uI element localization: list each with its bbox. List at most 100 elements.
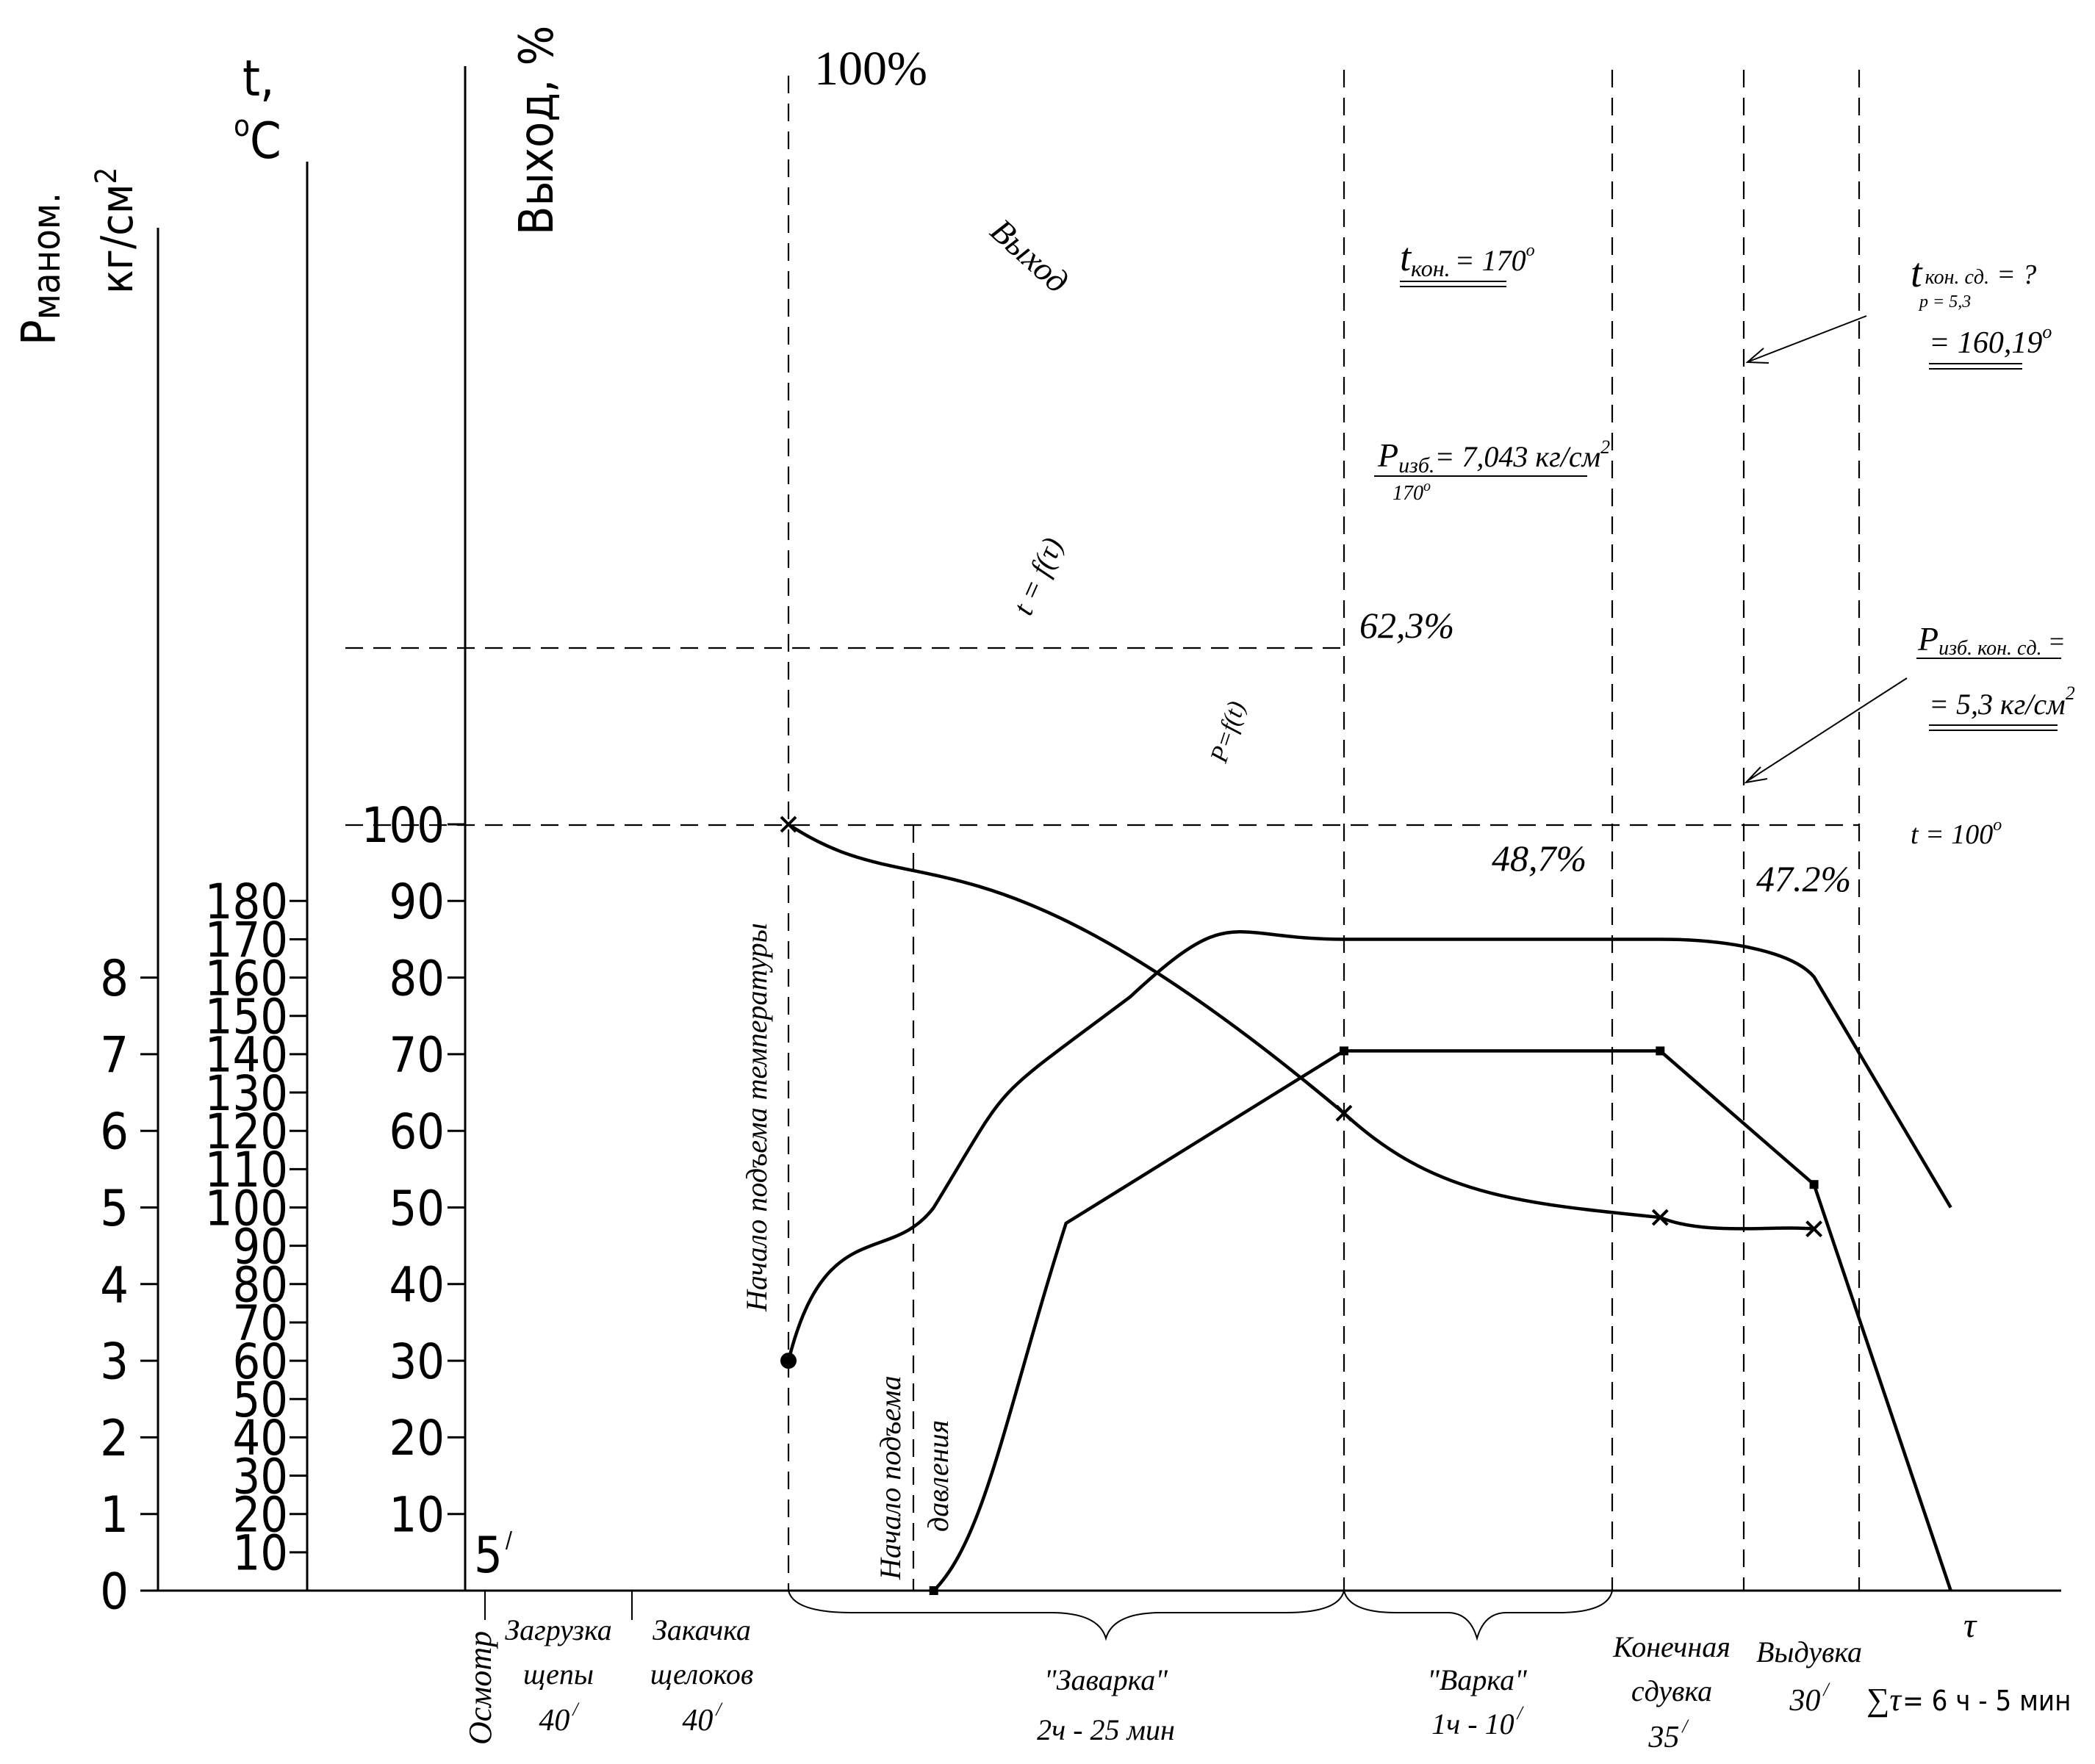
- t-100-sup: о: [1993, 816, 2002, 835]
- stage-blow-line1: Выдувка: [1756, 1635, 1862, 1668]
- pressure-point-3: [1809, 1180, 1819, 1189]
- p-cook-temp-sup: о: [1423, 478, 1431, 494]
- yield-markers: [780, 816, 1823, 1238]
- label-t-final: tкон. = 170о: [1400, 235, 1535, 281]
- label-t-end-blow-val: = 160,19о: [1929, 321, 2052, 360]
- label-yield-curve: Выход: [983, 212, 1076, 300]
- pressure-title-main: Р: [12, 320, 67, 345]
- stage-pump-time-mark: /: [714, 1699, 723, 1720]
- stage-load-time-val: 40: [539, 1704, 569, 1738]
- p-end-blow-p: P: [1917, 620, 1938, 658]
- p-cook-sup: 2: [1600, 436, 1610, 458]
- temperature-tick-label-40: 40: [232, 1410, 288, 1466]
- brace-cook: [1343, 1590, 1613, 1641]
- temperature-tick-label-130: 130: [205, 1065, 288, 1122]
- arrow-t-end-blow-head: [1745, 348, 1769, 364]
- pressure-unit-text: кг/см: [92, 184, 143, 294]
- t-end-blow-sub: кон. сд.: [1925, 266, 1990, 289]
- label-t-end-blow: t кон. сд. = ?: [1911, 251, 2036, 296]
- stage-blow-time-mark: /: [1822, 1679, 1830, 1700]
- yield-point-2: [1651, 1209, 1669, 1226]
- label-pressure-start-1: Начало подъема: [874, 1375, 907, 1580]
- stage-brew-line2: 2ч - 25 мин: [1037, 1713, 1175, 1746]
- stage-dividers: [484, 1591, 633, 1620]
- t-end-blow-val-sup: о: [2042, 321, 2052, 342]
- temperature-point-start: [780, 1353, 797, 1369]
- label-five-min: 5/: [474, 1527, 513, 1585]
- pressure-tick-label-7: 7: [100, 1026, 129, 1084]
- temperature-markers: [780, 1353, 797, 1369]
- temperature-tick-label-120: 120: [205, 1104, 288, 1160]
- label-p-end-blow: Pизб. кон. сд. =: [1917, 620, 2066, 660]
- stage-cook-time-mark: /: [1516, 1702, 1525, 1724]
- p-cook-sub: изб.: [1398, 453, 1434, 478]
- temperature-tick-label-110: 110: [205, 1142, 288, 1198]
- pressure-axis-unit: кг/см2: [90, 168, 143, 294]
- stage-cook-line2: 1ч - 10/: [1431, 1702, 1524, 1740]
- total-time-sigma: ∑τ: [1866, 1682, 1902, 1718]
- yield-tick-label-100: 100: [362, 797, 445, 854]
- brace-brew: [788, 1590, 1345, 1641]
- stage-final-time-val: 35: [1647, 1721, 1679, 1754]
- label-t-100: t = 100о: [1911, 816, 2002, 850]
- series-yield-line: [787, 823, 1814, 1231]
- label-temperature-start: Начало подъема температуры: [740, 923, 773, 1312]
- p-end-blow-sub: изб. кон. сд.: [1938, 637, 2042, 660]
- series-pressure-line: [932, 1049, 1952, 1592]
- stage-final-time-mark: /: [1681, 1716, 1689, 1737]
- yield-tick-label-30: 30: [389, 1333, 445, 1390]
- yield-tick-label-20: 20: [389, 1410, 445, 1466]
- stage-final-line2: сдувка: [1631, 1674, 1712, 1707]
- yield-tick-label-60: 60: [389, 1104, 445, 1160]
- yield-point-3: [1805, 1220, 1823, 1238]
- temperature-tick-label-20: 20: [232, 1486, 288, 1543]
- pressure-ticks: 0 1 2 3 4 5 6 7 8: [100, 950, 158, 1621]
- temperature-axis-title: t,: [242, 50, 274, 108]
- temperature-tick-label-140: 140: [205, 1027, 288, 1084]
- label-press-curve: P=f(t): [1205, 698, 1251, 766]
- pressure-tick-label-2: 2: [100, 1410, 129, 1468]
- label-temp-curve: t = f(τ): [1006, 533, 1069, 620]
- stage-cook-line1: "Варка": [1427, 1663, 1527, 1696]
- yield-ticks: 10 20 30 40 50 60 70 80 90 100: [362, 797, 465, 1543]
- temperature-tick-label-80: 80: [232, 1257, 288, 1314]
- yield-tick-label-10: 10: [389, 1486, 445, 1543]
- pressure-title-sub: маном.: [25, 192, 69, 320]
- yield-tick-label-80: 80: [389, 950, 445, 1007]
- label-yield-100: 100%: [814, 42, 927, 96]
- p-cook-temp-val: 170: [1393, 482, 1423, 505]
- p-end-blow-val-text: = 5,3 кг/см: [1929, 688, 2066, 721]
- temperature-unit-sup: o: [234, 109, 250, 143]
- label-p-cook: Pизб.= 7,043 кг/см2: [1377, 436, 1610, 478]
- annotation-underlines: [1374, 281, 2061, 731]
- t-final-sub: кон.: [1411, 255, 1451, 281]
- label-p-end-blow-val: = 5,3 кг/см2: [1929, 683, 2075, 721]
- temperature-tick-label-70: 70: [232, 1295, 288, 1352]
- label-yield-47-2: 47.2%: [1756, 858, 1851, 899]
- yield-tick-label-70: 70: [389, 1027, 445, 1084]
- five-min-sup: /: [506, 1527, 513, 1553]
- t-final-t: t: [1400, 235, 1412, 279]
- pressure-point-0: [929, 1586, 938, 1595]
- temperature-tick-label-30: 30: [232, 1448, 288, 1505]
- temperature-tick-label-90: 90: [232, 1218, 288, 1275]
- temperature-axis-unit: oC: [234, 109, 281, 170]
- pressure-point-2: [1656, 1046, 1665, 1056]
- stage-load-line1: Загрузка: [505, 1613, 611, 1646]
- t-end-blow-q: = ?: [1997, 259, 2036, 290]
- p-cook-val: = 7,043 кг/см: [1434, 440, 1600, 473]
- stage-inspection: Осмотр: [462, 1631, 498, 1745]
- yield-tick-label-40: 40: [389, 1257, 445, 1314]
- arrow-p-end-blow: [1747, 677, 1908, 782]
- stage-labels: Осмотр Загрузка щепы 40/ Закачка щелоков…: [462, 1613, 1862, 1754]
- pressure-tick-label-3: 3: [100, 1333, 129, 1392]
- pressure-unit-sup: 2: [90, 168, 123, 184]
- label-t-end-blow-p: p = 5,3: [1918, 292, 1971, 312]
- temperature-tick-label-50: 50: [232, 1372, 288, 1428]
- stage-pump-line1: Закачка: [653, 1613, 751, 1646]
- stage-pump-line2: щелоков: [650, 1657, 753, 1691]
- pressure-tick-label-0: 0: [100, 1563, 129, 1621]
- yield-point-0: [780, 816, 797, 833]
- temperature-tick-label-180: 180: [205, 874, 288, 930]
